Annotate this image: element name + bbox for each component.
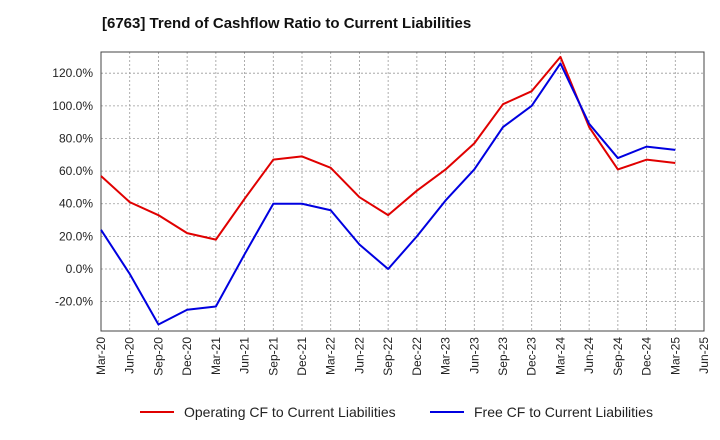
x-tick-label: Mar-22	[324, 337, 338, 375]
y-tick-label: 100.0%	[52, 99, 93, 113]
x-tick-label: Mar-21	[209, 337, 223, 375]
x-tick-label: Dec-20	[180, 337, 194, 376]
legend-item-operating-cf: Operating CF to Current Liabilities	[140, 404, 396, 420]
x-tick-label: Sep-24	[611, 337, 625, 376]
legend-item-free-cf: Free CF to Current Liabilities	[430, 404, 653, 420]
x-tick-label: Sep-20	[151, 337, 165, 376]
chart-title: [6763] Trend of Cashflow Ratio to Curren…	[102, 15, 472, 32]
x-tick-label: Mar-23	[439, 337, 453, 375]
x-tick-label: Jun-24	[582, 337, 596, 374]
x-tick-label: Sep-21	[266, 337, 280, 376]
y-tick-label: -20.0%	[55, 295, 93, 309]
x-tick-label: Dec-22	[410, 337, 424, 376]
y-tick-label: 80.0%	[59, 131, 93, 145]
x-tick-label: Jun-23	[467, 337, 481, 374]
y-tick-label: 0.0%	[66, 262, 94, 276]
x-tick-label: Mar-20	[94, 337, 108, 375]
x-tick-label: Dec-24	[640, 337, 654, 376]
x-tick-label: Jun-25	[697, 337, 711, 374]
y-tick-label: 60.0%	[59, 164, 93, 178]
x-tick-label: Sep-23	[496, 337, 510, 376]
x-tick-label: Jun-22	[352, 337, 366, 374]
x-tick-label: Sep-22	[381, 337, 395, 376]
legend-swatch-operating-cf	[140, 411, 174, 413]
plot-area	[101, 52, 704, 331]
x-tick-label: Dec-21	[295, 337, 309, 376]
legend-swatch-free-cf	[430, 411, 464, 413]
y-tick-label: 20.0%	[59, 229, 93, 243]
y-tick-label: 40.0%	[59, 197, 93, 211]
series-line-free-cf	[100, 62, 676, 326]
legend-label-operating-cf: Operating CF to Current Liabilities	[184, 404, 396, 420]
x-tick-label: Jun-20	[123, 337, 137, 374]
x-tick-label: Mar-25	[668, 337, 682, 375]
y-tick-label: 120.0%	[52, 66, 93, 80]
plot-frame	[100, 51, 705, 332]
x-tick-label: Jun-21	[238, 337, 252, 374]
legend-label-free-cf: Free CF to Current Liabilities	[474, 404, 653, 420]
x-tick-label: Mar-24	[553, 337, 567, 375]
legend: Operating CF to Current Liabilities Free…	[0, 404, 720, 426]
x-tick-label: Dec-23	[525, 337, 539, 376]
